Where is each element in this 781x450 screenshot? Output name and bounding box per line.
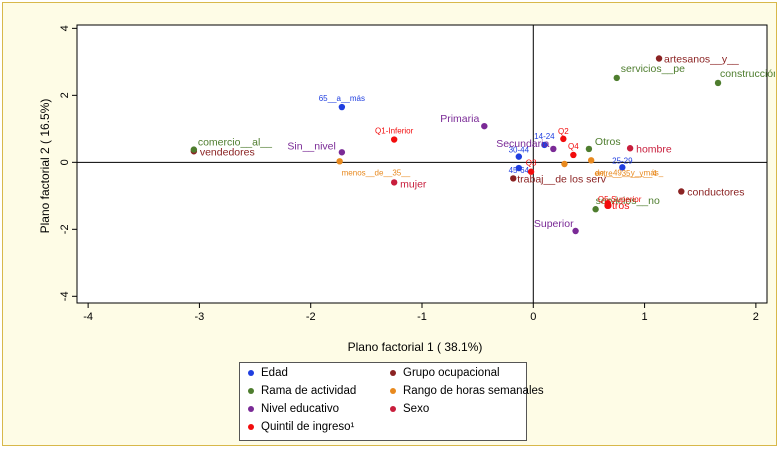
data-point: [626, 145, 634, 152]
point-label: comercio__al__: [198, 137, 272, 149]
point-label: Primaria: [440, 113, 479, 125]
data-point: [619, 164, 626, 171]
legend-marker: [390, 388, 396, 394]
point-label: artesanos__y__: [664, 53, 739, 65]
data-point: [572, 227, 579, 235]
legend-item-nivel-educativo: Nivel educativo: [248, 403, 339, 415]
data-point: [336, 158, 343, 165]
legend-item-quintil-de-ingreso: Quintil de ingreso¹: [248, 421, 354, 433]
point-label: de__49__y__más_: [595, 168, 664, 177]
x-tick-label: 2: [753, 311, 759, 323]
x-tick-label: -2: [306, 311, 316, 323]
legend-item-sexo: Sexo: [390, 403, 429, 415]
x-tick-label: -4: [83, 311, 93, 323]
data-point: [714, 79, 722, 87]
legend-marker: [248, 424, 254, 430]
y-tick-label: 2: [59, 92, 71, 98]
data-point: [587, 157, 595, 164]
point-label: trabaj__de los serv: [517, 173, 606, 185]
plot-area: [76, 24, 768, 304]
point-label: Q4: [568, 142, 579, 151]
point-label: Q3: [526, 159, 537, 168]
legend-item-edad: Edad: [248, 367, 288, 379]
y-tick-label: 4: [59, 25, 71, 31]
legend-label: Edad: [261, 367, 288, 379]
legend-marker: [248, 406, 254, 412]
data-point: [592, 206, 599, 213]
x-tick-label: -3: [195, 311, 205, 323]
figure-frame: -4 -3 -2 -1 0 1 2 -4 -2 0 2 4 65__a__más 14-24 30-44 4…: [2, 2, 777, 446]
data-point: [338, 149, 346, 156]
data-point: [390, 136, 398, 143]
point-label: Sin__nivel: [287, 140, 335, 152]
legend-marker: [248, 370, 254, 376]
legend-label: Quintil de ingreso¹: [261, 421, 355, 433]
point-label: mujer: [400, 178, 427, 190]
data-point: [678, 188, 685, 195]
y-tick-label: -4: [59, 291, 71, 301]
x-tick-label: -1: [417, 311, 427, 323]
point-label: Secundaria: [496, 138, 549, 150]
y-tick-label: 0: [59, 159, 71, 165]
data-point: [613, 74, 620, 82]
point-label: servicios__no: [596, 195, 660, 207]
data-point: [481, 122, 488, 130]
legend-item-rama-de-actividad: Rama de actividad: [248, 385, 356, 397]
legend-label: Grupo ocupacional: [403, 367, 500, 379]
point-label: Otros: [604, 200, 630, 212]
point-label: Q2: [558, 127, 569, 136]
scatter-plot: -4 -3 -2 -1 0 1 2 -4 -2 0 2 4 65__a__más 14-24 30-44 4…: [38, 24, 775, 354]
data-point: [560, 135, 567, 143]
point-label: Superior: [534, 218, 574, 230]
point-label: 65__a__más: [319, 94, 365, 103]
legend-marker: [248, 388, 254, 394]
point-label: Q5-Superior: [598, 195, 642, 204]
legend: Edad Grupo ocupacional Rama de actividad…: [239, 362, 544, 441]
data-point: [190, 146, 198, 153]
x-axis-label: Plano factorial 1 ( 38.1%): [348, 340, 483, 354]
data-point: [604, 199, 612, 207]
y-tick-label: -2: [59, 224, 71, 234]
data-point: [570, 151, 577, 159]
point-label: hombre: [636, 143, 672, 155]
data-point: [527, 168, 535, 175]
point-label: menos__de__35__: [342, 168, 411, 177]
legend-label: Rango de horas semanales: [403, 385, 544, 397]
point-label: 45-64: [509, 166, 530, 175]
point-label: 25-29: [612, 156, 633, 165]
point-label: vendedores: [200, 146, 255, 158]
data-point: [515, 164, 523, 172]
x-tick-label: 0: [530, 311, 536, 323]
x-tick-label: 1: [642, 311, 648, 323]
legend-label: Nivel educativo: [261, 403, 339, 415]
point-label: Q1-Inferior: [375, 127, 414, 136]
y-axis-label: Plano factorial 2 ( 16.5%): [38, 99, 52, 234]
legend-label: Rama de actividad: [261, 385, 357, 397]
data-point: [585, 145, 593, 153]
data-point: [515, 153, 523, 160]
data-point: [541, 141, 548, 149]
data-point: [338, 103, 346, 111]
legend-item-rango-de-horas: Rango de horas semanales: [390, 385, 544, 397]
legend-label: Sexo: [403, 403, 430, 415]
legend-item-grupo-ocupacional: Grupo ocupacional: [390, 367, 500, 379]
point-label: entre__35__y__4: [594, 169, 657, 178]
legend-marker: [390, 406, 396, 412]
point-label: conductores: [687, 186, 744, 198]
point-label: 14-24: [534, 132, 555, 141]
data-point: [390, 179, 398, 186]
point-label: Otros: [595, 136, 621, 148]
legend-marker: [390, 370, 396, 376]
point-label: 30-44: [509, 146, 530, 155]
data-point: [655, 55, 663, 62]
point-label: construcción: [720, 68, 775, 80]
data-point: [561, 160, 568, 168]
data-point: [550, 145, 557, 153]
point-label: servicios__pe: [621, 63, 685, 75]
data-point: [510, 175, 517, 182]
